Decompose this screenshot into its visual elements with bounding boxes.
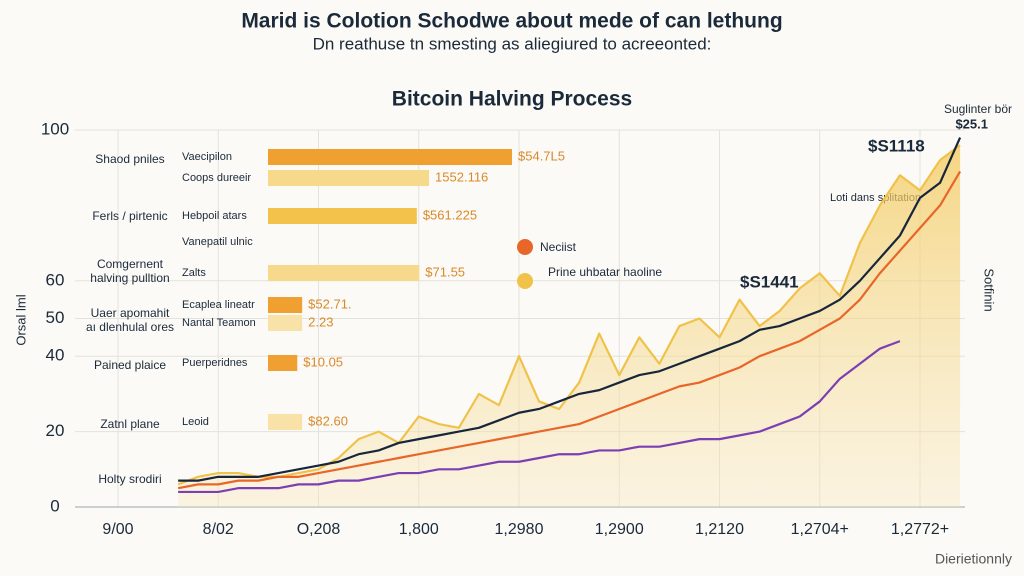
bar <box>268 149 512 165</box>
bar-category: Hebpoil atars <box>182 210 247 222</box>
x-tick-label: 1,800 <box>399 521 439 538</box>
y-tick-label: 40 <box>46 346 65 365</box>
row-label: Zatnl plane <box>100 417 160 431</box>
bar <box>268 315 303 331</box>
bar-category: Leoid <box>182 416 209 428</box>
annotation: Suglinter bör <box>944 102 1012 116</box>
bar-label: $71.55 <box>425 264 465 279</box>
row-label: halving pulltion <box>90 271 169 285</box>
page-title: Marid is Colotion Schodwe about mede of … <box>241 10 782 33</box>
row-label: Comgernent <box>97 257 164 271</box>
legend-label: Prine uhbatar haoline <box>548 265 662 279</box>
bar-label: $10.05 <box>303 354 343 369</box>
x-tick-label: 1,2120 <box>695 521 744 538</box>
bar-category: Vaecipilon <box>182 151 232 163</box>
bar <box>268 355 298 371</box>
legend-icon <box>517 239 533 255</box>
legend-icon <box>517 273 533 289</box>
bar <box>268 265 420 281</box>
x-tick-label: O,208 <box>297 521 341 538</box>
page-subtitle: Dn reathuse tn smesting as aliegiured to… <box>313 34 712 53</box>
chart-title: Bitcoin Halving Process <box>392 88 632 111</box>
bar-label: $82.60 <box>308 413 348 428</box>
x-tick-label: 1,2704+ <box>791 521 849 538</box>
x-tick-label: 8/02 <box>203 521 234 538</box>
legend-label: Neciist <box>540 240 577 254</box>
bar-category: Coops dureeir <box>182 172 251 184</box>
bar <box>268 208 417 224</box>
bar-label: $52.71. <box>308 296 351 311</box>
x-tick-label: 9/00 <box>102 521 133 538</box>
bar-label: 1552.116 <box>435 169 488 184</box>
bar-category: Nantal Teamon <box>182 317 256 329</box>
row-label: Uaer apomahit <box>91 306 170 320</box>
bar <box>268 170 430 186</box>
row-label: Pained plaice <box>94 358 166 372</box>
line <box>177 170 962 490</box>
annotation: $S1441 <box>740 272 799 291</box>
y-tick-label: 100 <box>41 119 69 138</box>
row-label: aı dlenhulal ores <box>86 320 174 334</box>
x-tick-label: 1,2900 <box>595 521 644 538</box>
bar <box>268 414 303 430</box>
right-axis-title: Sotfinin <box>982 268 997 311</box>
line <box>177 144 961 486</box>
annotation: $25.1 <box>955 116 988 131</box>
row-label: Ferls / pirtenic <box>92 209 167 223</box>
annotation: $S1118 <box>868 136 925 155</box>
x-tick-label: 1,2980 <box>495 521 544 538</box>
row-label: Holty srodiri <box>98 472 161 486</box>
line <box>178 340 901 494</box>
area <box>178 145 961 507</box>
bar-label: $561.225 <box>423 207 477 222</box>
footer: Dierietionnly <box>935 551 1012 567</box>
bar-category: Vanepatil ulnic <box>182 236 253 248</box>
left-axis-title: Orsal lml <box>13 294 28 345</box>
bar-category: Ecaplea lineatr <box>182 299 255 311</box>
bar-label: $54.7L5 <box>518 148 565 163</box>
x-tick-label: 1,2772+ <box>891 521 949 538</box>
y-tick-label: 0 <box>50 496 59 515</box>
bar-category: Puerperidnes <box>182 357 248 369</box>
row-label: Shaod pniles <box>95 152 164 166</box>
y-tick-label: 20 <box>46 421 65 440</box>
y-tick-label: 50 <box>46 308 65 327</box>
line <box>178 137 962 482</box>
y-tick-label: 60 <box>46 270 65 289</box>
bar <box>268 297 303 313</box>
bar-label: 2.23 <box>308 314 333 329</box>
bar-category: Zalts <box>182 267 206 279</box>
